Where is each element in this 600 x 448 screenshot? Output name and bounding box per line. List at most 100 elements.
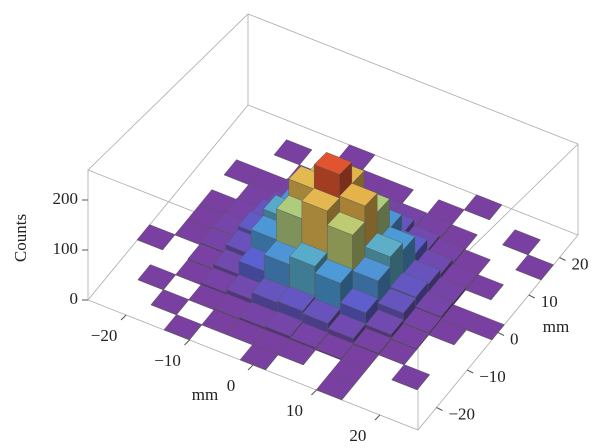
y-tick-label: −20: [448, 404, 475, 423]
bar-top: [236, 105, 274, 130]
bar: [223, 120, 261, 145]
bar-top: [352, 256, 391, 282]
bar: [466, 314, 505, 341]
y-tick-label: 20: [572, 254, 589, 273]
bar-top: [223, 120, 261, 145]
bar-top: [313, 152, 353, 175]
bar-top: [314, 258, 353, 284]
bar: [327, 313, 367, 346]
bar-top: [390, 323, 430, 349]
bar-top: [339, 183, 378, 207]
bar: [316, 374, 355, 401]
bar-top: [428, 319, 467, 345]
bar: [391, 364, 430, 391]
bar: [367, 395, 405, 420]
bar: [378, 339, 417, 366]
bar-top: [413, 175, 451, 200]
bar-top: [186, 165, 224, 190]
bar: [113, 295, 151, 320]
bar-top: [277, 339, 317, 365]
bar: [100, 270, 138, 295]
bar-top: [364, 232, 403, 258]
bar: [186, 165, 224, 190]
bar-top: [377, 288, 417, 314]
bar: [405, 390, 443, 415]
bar: [239, 344, 279, 371]
bar-top: [264, 311, 303, 337]
z-tick-label: 100: [53, 239, 79, 258]
bar-top: [327, 313, 367, 339]
bar: [515, 254, 554, 281]
y-tick-label: 10: [541, 292, 558, 311]
bar-top: [466, 314, 505, 340]
bar-top: [378, 339, 417, 365]
x-tick: [247, 364, 254, 371]
bar: [137, 264, 177, 291]
bar-top: [353, 327, 392, 354]
x-tick-label: −10: [154, 351, 181, 370]
x-tick: [120, 314, 127, 321]
bar-top: [261, 115, 299, 140]
bar-top: [88, 285, 126, 310]
x-tick-label: 10: [286, 401, 303, 420]
bar-top: [515, 254, 554, 280]
bar-top: [289, 322, 329, 348]
bar-top: [301, 187, 340, 212]
bar: [211, 135, 249, 160]
bar-top: [326, 211, 366, 236]
bar-top: [137, 264, 177, 290]
bar: [261, 115, 299, 140]
y-axis-label: mm: [543, 317, 569, 336]
bar-top: [339, 287, 379, 313]
bar: [465, 274, 504, 301]
y-tick: [497, 332, 505, 336]
x-tick: [311, 389, 317, 396]
x-tick: [374, 414, 381, 421]
bar-top: [136, 224, 176, 250]
bar: [430, 360, 468, 385]
bar-top: [463, 194, 503, 220]
bar: [277, 339, 317, 366]
x-tick: [184, 339, 190, 346]
bar-top: [163, 314, 203, 340]
z-axis-label: Counts: [11, 214, 30, 262]
bar: [163, 314, 203, 341]
bar-top: [405, 390, 443, 415]
y-tick: [559, 257, 566, 261]
bar-top: [415, 291, 454, 317]
bar-top: [393, 405, 431, 430]
bar-top: [442, 345, 480, 370]
bar-top: [211, 135, 249, 160]
bar-top: [113, 295, 151, 320]
bar: [413, 175, 451, 200]
z-tick-label: 0: [70, 289, 79, 308]
x-tick-label: 0: [227, 376, 236, 395]
bar: [273, 139, 313, 166]
y-tick: [528, 294, 535, 299]
bar-top: [289, 242, 328, 267]
bar-top: [315, 333, 354, 359]
y-tick: [436, 407, 443, 411]
bar-top: [365, 309, 404, 335]
y-tick-label: −10: [479, 367, 506, 386]
bar: [315, 333, 354, 361]
bar-top: [391, 364, 430, 390]
bar-top: [465, 274, 504, 300]
bar-top: [540, 225, 578, 250]
bar-top: [273, 139, 313, 165]
bar: [236, 105, 274, 130]
bar-top: [367, 395, 405, 420]
y-tick: [467, 369, 474, 374]
bar-top: [150, 289, 190, 315]
bars: [88, 105, 578, 430]
bar: [393, 405, 431, 430]
x-axis-label: mm: [192, 385, 218, 404]
bar: [442, 345, 480, 370]
bar: [463, 194, 503, 221]
bar-top: [239, 344, 279, 370]
bar: [540, 225, 578, 250]
bar: [88, 285, 126, 310]
bar-top: [302, 298, 341, 324]
